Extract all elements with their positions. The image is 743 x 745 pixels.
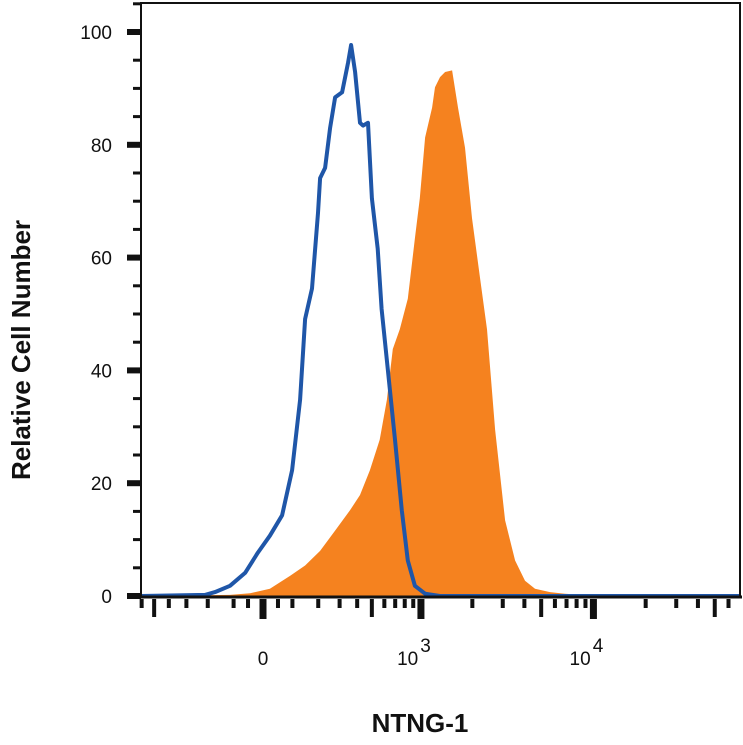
series-filled-histogram — [141, 70, 740, 596]
x-minor-tick — [139, 599, 144, 608]
x-tick-exponent: 3 — [420, 636, 431, 657]
y-minor-tick — [133, 2, 141, 6]
y-minor-tick — [133, 284, 141, 288]
plot-frame-border — [140, 2, 741, 596]
x-minor-tick — [726, 599, 731, 608]
y-tick-label: 0 — [101, 587, 112, 608]
y-major-tick — [127, 367, 141, 374]
y-tick-label: 100 — [80, 23, 112, 44]
y-axis: 0 20 40 60 80 100 — [80, 2, 141, 608]
x-major-tick — [589, 599, 597, 619]
y-minor-tick — [133, 58, 141, 62]
x-tick-base: 0 — [258, 649, 269, 670]
y-tick-label: 40 — [91, 361, 112, 382]
x-minor-tick — [275, 599, 280, 608]
x-minor-tick — [337, 599, 342, 608]
x-minor-tick — [411, 599, 416, 608]
y-major-tick — [127, 141, 141, 148]
y-minor-tick — [133, 397, 141, 401]
x-axis-title: NTNG-1 — [372, 708, 469, 738]
x-tick-exponent: 4 — [593, 636, 604, 657]
x-minor-tick — [152, 599, 157, 617]
x-minor-tick — [574, 599, 579, 608]
x-minor-tick — [552, 599, 557, 608]
x-tick-label: 104 — [570, 636, 604, 670]
x-minor-tick — [355, 599, 360, 608]
x-minor-tick — [166, 599, 171, 608]
y-minor-tick — [133, 509, 141, 513]
plot-series — [140, 43, 740, 598]
y-major-tick — [127, 593, 141, 599]
y-major-tick — [127, 480, 141, 487]
x-minor-tick — [539, 599, 544, 617]
x-minor-tick — [393, 599, 398, 608]
plot-frame — [139, 2, 742, 599]
y-minor-tick — [133, 340, 141, 344]
x-tick-label: 0 — [258, 649, 269, 670]
x-minor-tick — [643, 599, 648, 608]
x-minor-tick — [695, 599, 700, 608]
x-minor-tick — [522, 599, 527, 608]
x-minor-tick — [583, 599, 588, 608]
x-tick-base: 10 — [397, 649, 418, 670]
y-minor-tick — [133, 227, 141, 231]
x-minor-tick — [674, 599, 679, 608]
x-minor-tick — [231, 599, 236, 608]
y-minor-tick — [133, 425, 141, 429]
y-tick-label: 20 — [91, 474, 112, 495]
x-minor-tick — [382, 599, 387, 608]
y-tick-label: 60 — [91, 249, 112, 270]
x-minor-tick — [205, 599, 210, 608]
x-tick-label: 103 — [397, 636, 431, 670]
x-tick-base: 10 — [570, 649, 591, 670]
x-major-tick — [259, 599, 267, 619]
y-minor-tick — [133, 312, 141, 316]
x-minor-tick — [402, 599, 407, 608]
y-minor-tick — [133, 171, 141, 175]
y-minor-tick — [133, 453, 141, 457]
x-minor-tick — [184, 599, 189, 608]
series-outline-histogram — [140, 43, 740, 598]
x-major-tick — [417, 599, 425, 619]
x-minor-tick — [470, 599, 475, 608]
y-axis-title: Relative Cell Number — [6, 220, 36, 480]
y-minor-tick — [133, 115, 141, 119]
y-minor-tick — [133, 566, 141, 570]
x-minor-tick — [564, 599, 569, 608]
y-major-tick — [127, 29, 141, 35]
x-minor-tick — [369, 599, 374, 617]
y-minor-tick — [133, 86, 141, 90]
x-minor-tick — [246, 599, 251, 608]
y-minor-tick — [133, 538, 141, 542]
x-minor-tick — [290, 599, 295, 608]
x-minor-tick — [500, 599, 505, 608]
y-major-tick — [127, 254, 141, 261]
x-minor-tick — [712, 599, 717, 617]
x-minor-tick — [316, 599, 321, 608]
y-minor-tick — [133, 199, 141, 203]
y-tick-label: 80 — [91, 136, 112, 157]
